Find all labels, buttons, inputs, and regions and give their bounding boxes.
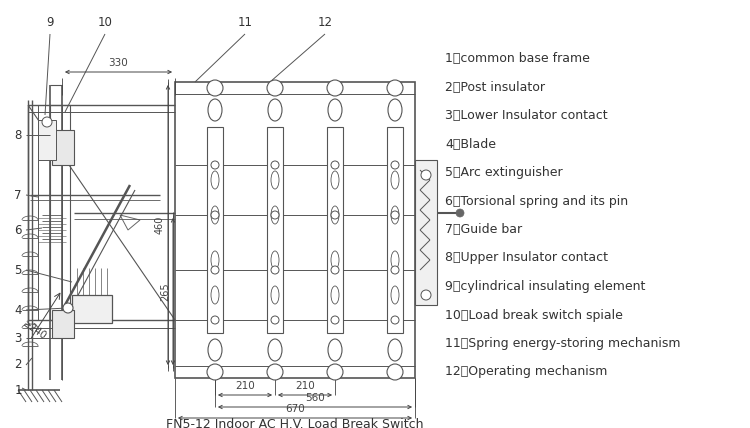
Text: 2: 2 <box>14 359 22 372</box>
Ellipse shape <box>208 99 222 121</box>
Text: 8: 8 <box>14 128 22 142</box>
Circle shape <box>391 316 399 324</box>
Circle shape <box>207 364 223 380</box>
Text: 1: 1 <box>14 383 22 396</box>
Circle shape <box>271 161 279 169</box>
Ellipse shape <box>391 171 399 189</box>
Bar <box>52 310 74 338</box>
Text: 9: 9 <box>46 15 54 29</box>
Ellipse shape <box>391 206 399 224</box>
Ellipse shape <box>268 339 282 361</box>
Circle shape <box>391 161 399 169</box>
Text: 330: 330 <box>109 58 128 68</box>
Ellipse shape <box>271 251 279 269</box>
Circle shape <box>327 80 343 96</box>
Ellipse shape <box>271 206 279 224</box>
Bar <box>207 127 223 333</box>
Text: 7、Guide bar: 7、Guide bar <box>445 223 522 236</box>
Circle shape <box>211 316 219 324</box>
Circle shape <box>271 316 279 324</box>
Circle shape <box>331 211 339 219</box>
Text: 1、common base frame: 1、common base frame <box>445 52 590 65</box>
Text: FN5-12 Indoor AC H.V. Load Break Switch: FN5-12 Indoor AC H.V. Load Break Switch <box>166 418 424 428</box>
Ellipse shape <box>208 339 222 361</box>
Bar <box>175 82 415 378</box>
Text: 6: 6 <box>14 223 22 237</box>
Text: 12: 12 <box>317 15 332 29</box>
Ellipse shape <box>388 339 402 361</box>
Circle shape <box>387 364 403 380</box>
Ellipse shape <box>211 251 219 269</box>
Circle shape <box>456 209 464 217</box>
Text: 3、Lower Insulator contact: 3、Lower Insulator contact <box>445 109 608 122</box>
Text: 3: 3 <box>14 332 22 345</box>
Text: 9、cylindrical insulating element: 9、cylindrical insulating element <box>445 280 645 293</box>
Text: 12、Operating mechanism: 12、Operating mechanism <box>445 366 608 378</box>
Text: 8、Upper Insulator contact: 8、Upper Insulator contact <box>445 252 608 265</box>
Text: 2、Post insulator: 2、Post insulator <box>445 80 545 93</box>
Text: 6、Torsional spring and its pin: 6、Torsional spring and its pin <box>445 194 628 208</box>
Ellipse shape <box>211 286 219 304</box>
Circle shape <box>391 266 399 274</box>
Circle shape <box>42 117 52 127</box>
Ellipse shape <box>328 339 342 361</box>
Ellipse shape <box>331 171 339 189</box>
Circle shape <box>331 266 339 274</box>
Text: 560: 560 <box>305 393 325 403</box>
Circle shape <box>267 364 283 380</box>
Ellipse shape <box>391 251 399 269</box>
Ellipse shape <box>388 99 402 121</box>
Ellipse shape <box>271 286 279 304</box>
Circle shape <box>267 80 283 96</box>
Circle shape <box>271 211 279 219</box>
Ellipse shape <box>331 251 339 269</box>
Bar <box>415 160 437 305</box>
Ellipse shape <box>328 99 342 121</box>
Circle shape <box>331 161 339 169</box>
Circle shape <box>331 316 339 324</box>
Text: 10: 10 <box>98 15 112 29</box>
Text: 11、Spring energy-storing mechanism: 11、Spring energy-storing mechanism <box>445 337 680 350</box>
Circle shape <box>327 364 343 380</box>
Circle shape <box>387 80 403 96</box>
Circle shape <box>421 290 431 300</box>
Ellipse shape <box>391 286 399 304</box>
Circle shape <box>271 266 279 274</box>
Circle shape <box>211 161 219 169</box>
Text: 5: 5 <box>14 264 22 276</box>
Text: 670: 670 <box>285 404 304 414</box>
Ellipse shape <box>271 171 279 189</box>
Circle shape <box>391 211 399 219</box>
Text: 210: 210 <box>236 381 255 391</box>
Text: 7: 7 <box>14 188 22 202</box>
Bar <box>267 127 283 333</box>
Bar <box>387 127 403 333</box>
Bar <box>52 130 74 165</box>
Ellipse shape <box>211 171 219 189</box>
Bar <box>72 295 112 323</box>
Bar <box>50 105 70 320</box>
Ellipse shape <box>211 206 219 224</box>
Circle shape <box>207 80 223 96</box>
Text: 4、Blade: 4、Blade <box>445 137 496 151</box>
Text: 11: 11 <box>238 15 253 29</box>
Text: 460: 460 <box>155 216 165 234</box>
Circle shape <box>421 170 431 180</box>
Circle shape <box>211 266 219 274</box>
Text: ≥240: ≥240 <box>21 318 49 342</box>
Text: 210: 210 <box>295 381 315 391</box>
Circle shape <box>63 303 73 313</box>
Text: 4: 4 <box>14 303 22 316</box>
Ellipse shape <box>268 99 282 121</box>
Ellipse shape <box>331 206 339 224</box>
Text: 10、Load break switch spiale: 10、Load break switch spiale <box>445 309 622 321</box>
Bar <box>327 127 343 333</box>
Text: 265: 265 <box>160 282 170 301</box>
Ellipse shape <box>331 286 339 304</box>
Circle shape <box>211 211 219 219</box>
Text: 5、Arc extinguisher: 5、Arc extinguisher <box>445 166 562 179</box>
Bar <box>38 120 56 160</box>
